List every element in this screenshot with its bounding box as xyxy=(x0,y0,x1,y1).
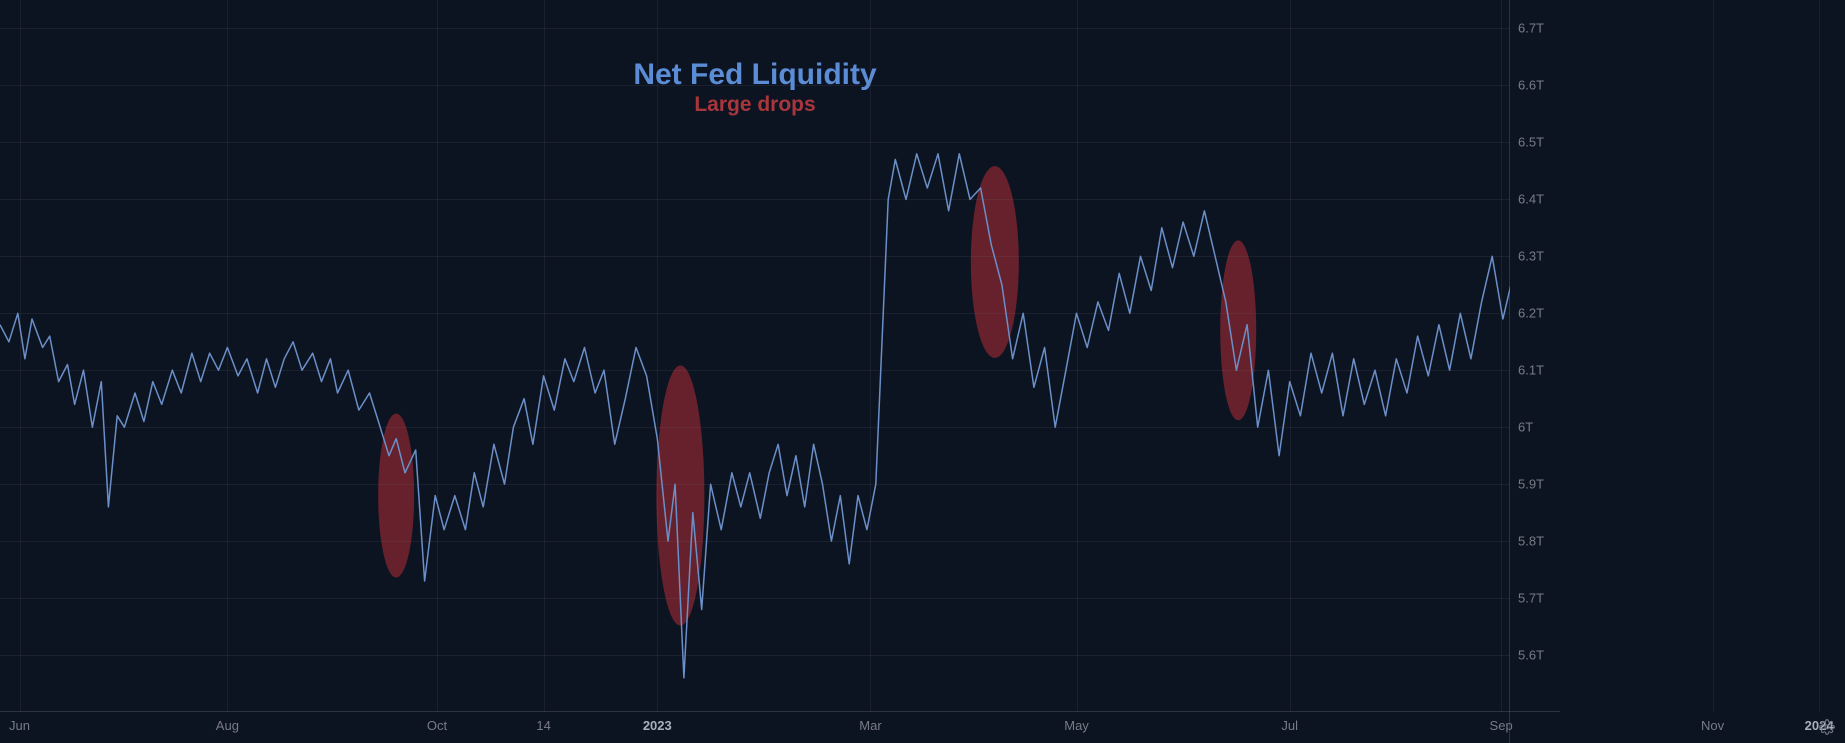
y-tick-label: 5.9T xyxy=(1518,477,1544,492)
x-tick-label: 2023 xyxy=(643,718,672,733)
grid-line-v xyxy=(1290,0,1291,712)
x-tick-label: Aug xyxy=(216,718,239,733)
grid-line-v xyxy=(437,0,438,712)
x-tick-label: Oct xyxy=(427,718,447,733)
y-axis[interactable]: 5.6T 5.7T 5.8T 5.9T 6T 6.1T 6.2T 6.3T 6.4T 6.5T 6.… xyxy=(1510,0,1560,712)
grid-line-v xyxy=(870,0,871,712)
chart-title-block: Net Fed Liquidity Large drops xyxy=(633,58,876,117)
y-tick-label: 6.7T xyxy=(1518,21,1544,36)
axis-divider-vertical xyxy=(1509,0,1510,743)
grid-line-v xyxy=(544,0,545,712)
gear-icon[interactable] xyxy=(1819,719,1835,735)
grid-line-v xyxy=(227,0,228,712)
y-tick-label: 6.5T xyxy=(1518,135,1544,150)
y-tick-label: 5.8T xyxy=(1518,534,1544,549)
y-tick-label: 5.7T xyxy=(1518,591,1544,606)
y-tick-label: 6.2T xyxy=(1518,306,1544,321)
grid-line-v xyxy=(1501,0,1502,712)
x-tick-label: Nov xyxy=(1701,718,1724,733)
x-tick-label: 14 xyxy=(536,718,550,733)
grid-line-v xyxy=(1713,0,1714,712)
y-tick-label: 6.3T xyxy=(1518,249,1544,264)
chart-subtitle: Large drops xyxy=(633,93,876,117)
y-tick-label: 6.6T xyxy=(1518,78,1544,93)
axis-divider-horizontal xyxy=(0,711,1560,712)
grid-line-v xyxy=(1819,0,1820,712)
grid-line-v xyxy=(657,0,658,712)
chart-plot-area[interactable]: Net Fed Liquidity Large drops xyxy=(0,0,1510,712)
y-tick-label: 6T xyxy=(1518,420,1533,435)
grid-line-v xyxy=(20,0,21,712)
x-axis[interactable]: JunAugOct142023MarMayJulSepNov2024MarMay… xyxy=(0,712,1510,743)
x-tick-label: Mar xyxy=(859,718,881,733)
x-tick-label: Jun xyxy=(9,718,30,733)
y-tick-label: 6.1T xyxy=(1518,363,1544,378)
x-tick-label: Jul xyxy=(1281,718,1298,733)
y-tick-label: 5.6T xyxy=(1518,648,1544,663)
x-tick-label: May xyxy=(1064,718,1089,733)
y-tick-label: 6.4T xyxy=(1518,192,1544,207)
grid-line-v xyxy=(1077,0,1078,712)
